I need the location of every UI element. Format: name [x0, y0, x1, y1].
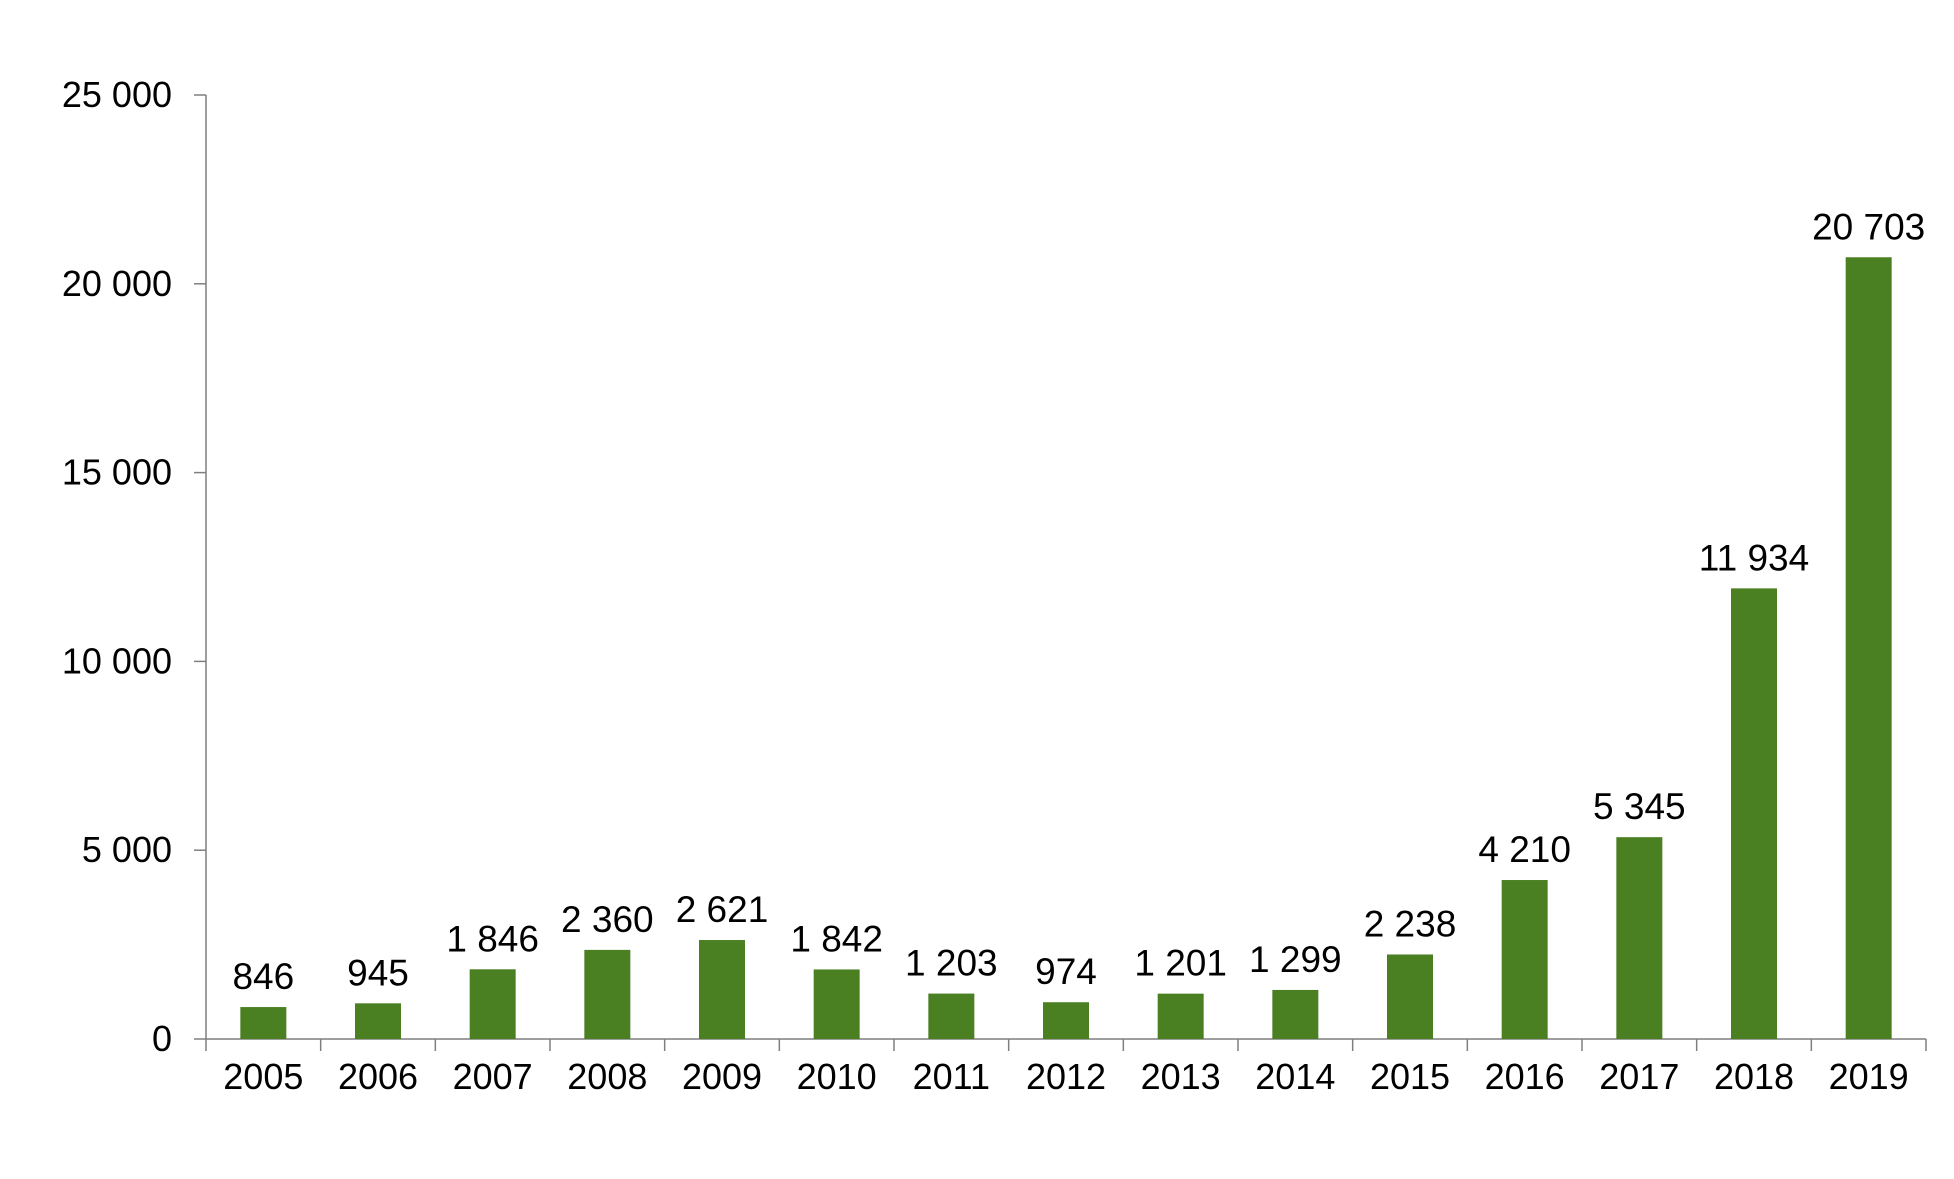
x-axis: 2005 2006 2007 2008 2009 2010 2011 2012 2013 2014… — [205, 1038, 1927, 1097]
bar-2008 — [584, 949, 631, 1039]
x-tick-label: 2013 — [1141, 1056, 1221, 1097]
bar-2006 — [355, 1003, 401, 1039]
x-tick-label: 2017 — [1599, 1056, 1679, 1097]
x-tick-label: 2012 — [1026, 1056, 1106, 1097]
bar-2014 — [1272, 989, 1319, 1039]
bar-2009 — [699, 940, 745, 1039]
x-tick-label: 2008 — [567, 1056, 647, 1097]
data-label-2012: 974 — [1035, 951, 1097, 992]
data-labels-group: 846 945 1 846 2 360 2 621 1 842 1 203 974 1 201 1… — [232, 206, 1925, 997]
data-label-2019: 20 703 — [1812, 206, 1925, 247]
bar-2012 — [1043, 1002, 1089, 1039]
x-tick-label: 2009 — [682, 1056, 762, 1097]
bar-2016 — [1501, 880, 1548, 1039]
x-tick-label: 2015 — [1370, 1056, 1450, 1097]
y-axis: 0 5 000 10 000 15 000 20 000 25 000 — [62, 74, 207, 1059]
data-label-2017: 5 345 — [1593, 786, 1686, 827]
x-tick-label: 2014 — [1255, 1056, 1335, 1097]
y-tick-label: 25 000 — [62, 74, 172, 115]
x-tick-label: 2005 — [223, 1056, 303, 1097]
y-tick-label: 0 — [152, 1018, 172, 1059]
x-tick-label: 2011 — [913, 1056, 990, 1097]
data-label-2005: 846 — [232, 956, 294, 997]
data-label-2008: 2 360 — [561, 899, 654, 940]
bars-group — [240, 257, 1892, 1039]
data-label-2014: 1 299 — [1249, 939, 1342, 980]
x-tick-label: 2006 — [338, 1056, 418, 1097]
x-tick-label: 2019 — [1829, 1056, 1909, 1097]
y-tick-label: 20 000 — [62, 263, 172, 304]
data-label-2006: 945 — [347, 952, 409, 993]
data-label-2013: 1 201 — [1134, 943, 1227, 984]
data-label-2011: 1 203 — [905, 943, 998, 984]
bar-2011 — [928, 993, 975, 1039]
data-label-2016: 4 210 — [1478, 829, 1571, 870]
x-tick-label: 2007 — [453, 1056, 533, 1097]
data-label-2009: 2 621 — [676, 889, 769, 930]
bar-2007 — [469, 969, 516, 1039]
data-label-2007: 1 846 — [446, 918, 539, 959]
x-tick-label: 2016 — [1485, 1056, 1565, 1097]
x-tick-label: 2010 — [797, 1056, 877, 1097]
bar-2010 — [813, 969, 860, 1039]
y-tick-label: 5 000 — [82, 829, 172, 870]
data-label-2010: 1 842 — [790, 918, 883, 959]
bar-2018 — [1731, 588, 1777, 1039]
bar-2017 — [1616, 837, 1663, 1039]
bar-2005 — [240, 1007, 287, 1039]
bar-2013 — [1157, 993, 1204, 1039]
y-tick-label: 10 000 — [62, 640, 172, 681]
data-label-2018: 11 934 — [1699, 537, 1809, 578]
x-tick-label: 2018 — [1714, 1056, 1794, 1097]
y-tick-label: 15 000 — [62, 452, 172, 493]
data-label-2015: 2 238 — [1364, 903, 1457, 944]
bar-2015 — [1387, 954, 1433, 1039]
bar-2019 — [1845, 257, 1892, 1039]
